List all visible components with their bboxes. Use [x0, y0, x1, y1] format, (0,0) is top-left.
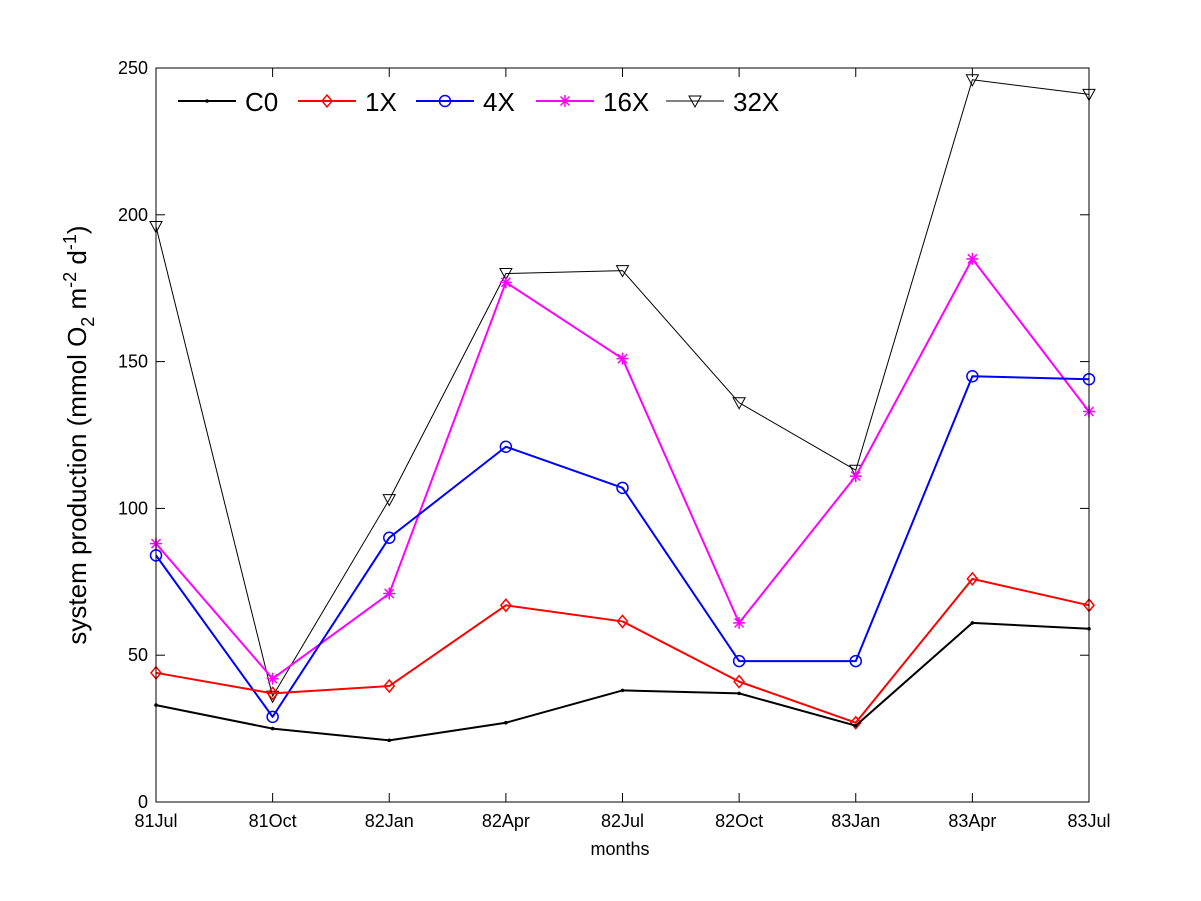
- y-tick-label: 50: [128, 645, 148, 665]
- x-tick-label: 83Apr: [948, 811, 996, 831]
- y-axis-label: system production (mmol O2 m-2 d-1): [60, 225, 98, 644]
- data-point-16x: [266, 672, 279, 685]
- data-point-c0: [620, 688, 625, 693]
- x-axis-label: months: [590, 839, 649, 859]
- series-16x: [150, 252, 1095, 685]
- data-point-1x: [616, 614, 629, 629]
- series-4x: [149, 370, 1096, 724]
- legend-item-4x: 4X: [416, 87, 515, 117]
- data-point-1x: [733, 674, 746, 689]
- legend-marker-4x: [438, 94, 452, 108]
- series-line-4x: [155, 375, 1090, 718]
- data-point-32x: [382, 494, 397, 507]
- legend-item-32x: 32X: [666, 87, 779, 117]
- x-tick-label: 81Oct: [249, 811, 297, 831]
- legend-marker-1x: [321, 93, 333, 109]
- series-c0: [154, 621, 1091, 743]
- y-tick-label: 150: [118, 352, 148, 372]
- data-point-4x: [266, 710, 279, 724]
- data-point-16x: [499, 276, 512, 289]
- legend-item-c0: C0: [178, 87, 278, 117]
- data-point-32x: [615, 265, 630, 278]
- ticks-layer: 81Jul 81Oct 82Jan 82Apr 82Jul 82Oct 83Jan 83Apr…: [118, 58, 1111, 831]
- data-point-1x: [966, 571, 979, 587]
- legend-label-1x: 1X: [365, 87, 397, 117]
- data-point-c0: [270, 726, 275, 731]
- x-tick-label: 83Jul: [1067, 811, 1110, 831]
- data-point-4x: [499, 440, 513, 453]
- data-point-16x: [383, 587, 396, 600]
- legend-marker-16x: [559, 95, 571, 107]
- data-point-4x: [732, 654, 746, 668]
- data-point-c0: [970, 621, 975, 625]
- series-32x: [149, 74, 1096, 704]
- legend-marker-c0: [205, 99, 209, 103]
- data-point-c0: [853, 723, 858, 728]
- data-point-1x: [849, 715, 862, 730]
- data-point-16x: [616, 352, 629, 365]
- data-point-c0: [387, 738, 392, 743]
- data-point-c0: [504, 720, 508, 725]
- y-tick-label: 0: [138, 792, 148, 812]
- y-tick-label: 100: [118, 498, 148, 518]
- x-tick-label: 83Jan: [831, 811, 880, 831]
- x-tick-label: 82Oct: [715, 811, 763, 831]
- x-tick-label: 82Jul: [601, 811, 644, 831]
- data-point-1x: [266, 686, 279, 701]
- legend-label-32x: 32X: [733, 87, 779, 117]
- legend-label-16x: 16X: [603, 87, 649, 117]
- series-1x: [150, 571, 1095, 730]
- series-line-32x: [155, 79, 1090, 697]
- legend-item-1x: 1X: [298, 87, 397, 117]
- data-point-32x: [499, 268, 513, 281]
- data-point-c0: [737, 691, 741, 696]
- series-line-1x: [155, 577, 1090, 724]
- legend-label-c0: C0: [245, 87, 278, 117]
- legend: C0 1X 4X 16X 32X: [178, 87, 779, 117]
- data-point-4x: [616, 481, 629, 495]
- data-point-16x: [733, 616, 746, 629]
- data-point-4x: [383, 531, 396, 545]
- data-point-16x: [966, 252, 979, 265]
- data-point-32x: [732, 397, 746, 410]
- legend-label-4x: 4X: [483, 87, 515, 117]
- data-point-16x: [849, 470, 862, 483]
- data-point-1x: [499, 598, 512, 613]
- x-tick-label: 81Jul: [134, 811, 177, 831]
- x-tick-label: 82Apr: [482, 811, 530, 831]
- data-point-1x: [383, 678, 396, 694]
- legend-marker-32x: [688, 95, 702, 109]
- legend-item-16x: 16X: [536, 87, 649, 117]
- y-tick-label: 250: [118, 58, 148, 78]
- y-tick-label: 200: [118, 205, 148, 225]
- x-tick-label: 82Jan: [365, 811, 414, 831]
- data-point-4x: [966, 370, 979, 383]
- series-layer: [149, 74, 1096, 743]
- data-point-4x: [849, 654, 862, 668]
